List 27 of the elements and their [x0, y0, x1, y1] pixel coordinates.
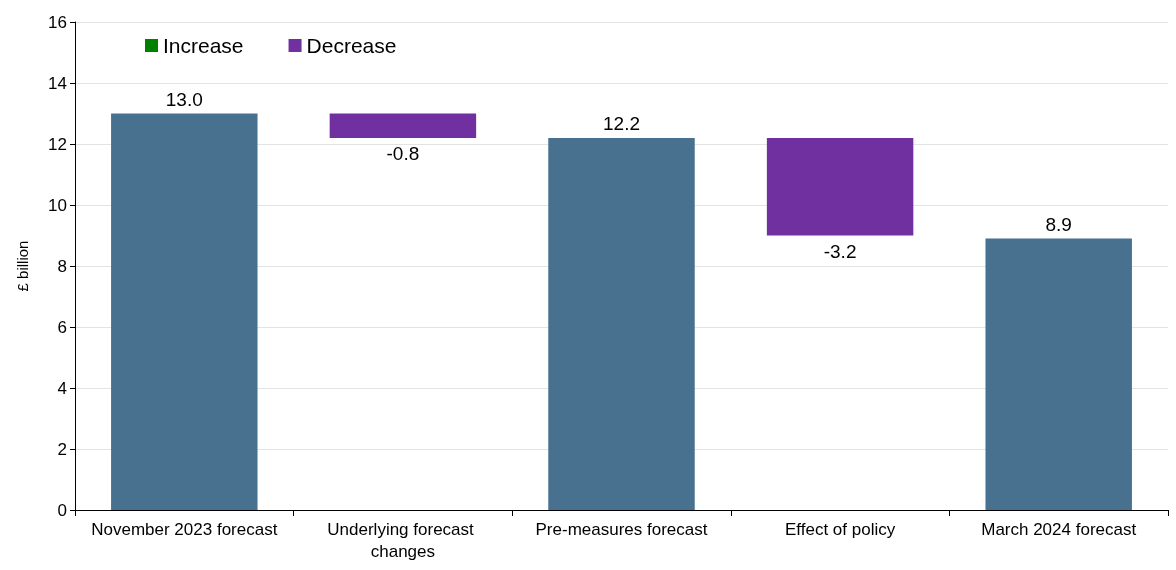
- y-tick-label: 12: [48, 134, 67, 154]
- y-axis-title: £ billion: [14, 240, 31, 292]
- x-tick-label: November 2023 forecast: [91, 519, 278, 539]
- y-tick-label: 4: [57, 378, 67, 398]
- y-tick-label: 2: [57, 439, 67, 459]
- bar: [548, 137, 695, 510]
- legend-label: Increase: [163, 34, 244, 57]
- data-label: -0.8: [386, 142, 420, 164]
- x-tick-label: Effect of policy: [784, 519, 896, 539]
- data-label: 8.9: [1045, 213, 1072, 235]
- y-tick-label: 10: [48, 195, 67, 215]
- legend-label: Decrease: [306, 34, 397, 57]
- bar: [985, 238, 1132, 510]
- data-label: -3.2: [823, 240, 857, 262]
- data-label: 12.2: [603, 112, 640, 134]
- y-tick-label: 0: [57, 500, 67, 520]
- x-tick-label: March 2024 forecast: [981, 519, 1137, 539]
- x-tick-label: Pre-measures forecast: [535, 519, 708, 539]
- y-tick-label: 6: [57, 317, 67, 337]
- bar: [111, 113, 258, 510]
- bar: [329, 113, 477, 138]
- x-tick-label: Underlying forecast changes: [327, 519, 479, 561]
- data-label: 13.0: [165, 88, 203, 110]
- bar: [766, 137, 914, 236]
- y-tick-label: 14: [48, 73, 67, 93]
- y-tick-label: 16: [48, 12, 67, 32]
- y-tick-label: 8: [57, 256, 67, 276]
